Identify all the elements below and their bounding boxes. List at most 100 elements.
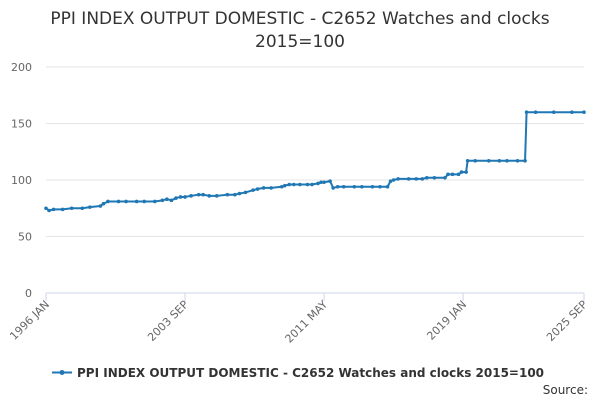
data-point[interactable] <box>160 198 165 203</box>
data-point[interactable] <box>101 201 106 206</box>
data-point[interactable] <box>570 110 574 114</box>
data-point[interactable] <box>44 206 48 211</box>
x-tick-label: 2019 JAN <box>424 298 469 343</box>
data-point[interactable] <box>456 172 461 177</box>
data-point[interactable] <box>214 194 219 198</box>
y-axis-ticks: 0 50 100 150 200 <box>11 61 32 300</box>
y-tick-label: 150 <box>11 118 32 131</box>
data-point[interactable] <box>243 190 248 195</box>
data-point[interactable] <box>305 182 310 187</box>
data-point[interactable] <box>551 110 556 114</box>
data-point[interactable] <box>464 170 468 174</box>
data-point[interactable] <box>486 158 491 163</box>
data-point[interactable] <box>396 177 400 181</box>
data-point[interactable] <box>51 207 56 212</box>
data-point[interactable] <box>523 158 527 163</box>
data-point[interactable] <box>116 199 121 204</box>
series-group <box>44 110 586 213</box>
legend-label[interactable]: PPI INDEX OUTPUT DOMESTIC - C2652 Watche… <box>77 366 544 380</box>
data-point[interactable] <box>432 175 437 180</box>
data-point[interactable] <box>420 177 425 181</box>
x-tick-label: 2011 MAY <box>283 298 331 346</box>
series-line-0[interactable] <box>45 111 584 212</box>
data-point[interactable] <box>69 206 74 211</box>
data-point[interactable] <box>388 179 393 183</box>
data-point[interactable] <box>269 186 273 190</box>
data-point[interactable] <box>465 158 470 163</box>
data-point[interactable] <box>98 204 103 208</box>
data-point[interactable] <box>292 182 296 187</box>
data-point[interactable] <box>443 175 447 180</box>
data-point[interactable] <box>425 175 429 180</box>
source-label: Source: <box>543 383 588 397</box>
data-point[interactable] <box>142 199 147 204</box>
data-point[interactable] <box>322 180 326 185</box>
data-point[interactable] <box>225 192 230 197</box>
data-point[interactable] <box>178 195 183 199</box>
data-point[interactable] <box>153 199 157 204</box>
data-point[interactable] <box>189 194 193 198</box>
chart-title-line-1: PPI INDEX OUTPUT DOMESTIC - C2652 Watche… <box>50 9 549 29</box>
data-point[interactable] <box>60 207 65 212</box>
data-point[interactable] <box>524 110 529 114</box>
data-point[interactable] <box>287 182 292 187</box>
data-point[interactable] <box>124 199 128 204</box>
data-point[interactable] <box>316 181 320 186</box>
data-point[interactable] <box>174 196 178 200</box>
data-point[interactable] <box>207 194 212 198</box>
x-tick-label: 2025 SEP <box>544 298 590 344</box>
data-point[interactable] <box>582 110 586 114</box>
data-point[interactable] <box>360 184 364 189</box>
data-point[interactable] <box>378 184 382 189</box>
data-point[interactable] <box>459 170 464 174</box>
legend-marker-symbol <box>59 370 65 375</box>
x-tick-label: 1996 JAN <box>7 298 52 343</box>
data-point[interactable] <box>505 158 509 163</box>
data-point[interactable] <box>446 172 450 177</box>
data-point[interactable] <box>450 172 455 177</box>
data-point[interactable] <box>341 184 346 189</box>
data-point[interactable] <box>352 184 357 189</box>
data-point[interactable] <box>497 158 502 163</box>
data-point[interactable] <box>406 177 411 181</box>
grid <box>46 66 584 294</box>
data-point[interactable] <box>473 158 477 163</box>
y-tick-label: 100 <box>11 174 32 187</box>
chart-title-line-2: 2015=100 <box>255 32 345 52</box>
data-point[interactable] <box>328 179 332 183</box>
data-point[interactable] <box>282 183 287 188</box>
data-point[interactable] <box>331 186 335 190</box>
data-point[interactable] <box>335 184 340 189</box>
data-point[interactable] <box>134 199 139 204</box>
legend[interactable]: PPI INDEX OUTPUT DOMESTIC - C2652 Watche… <box>52 366 544 380</box>
y-tick-label: 200 <box>11 61 32 74</box>
data-point[interactable] <box>183 195 187 199</box>
data-point[interactable] <box>169 198 174 203</box>
data-point[interactable] <box>319 180 323 185</box>
data-point[interactable] <box>515 158 520 163</box>
x-axis-ticks: 1996 JAN 2003 SEP 2011 MAY 2019 JAN 2025 SEP <box>7 293 590 346</box>
data-point[interactable] <box>298 182 302 187</box>
data-point[interactable] <box>47 208 51 213</box>
data-point[interactable] <box>391 178 396 182</box>
data-point[interactable] <box>251 188 255 192</box>
data-point[interactable] <box>233 192 237 197</box>
x-tick-label: 2003 SEP <box>145 298 191 344</box>
data-point[interactable] <box>414 177 419 181</box>
data-point[interactable] <box>261 186 266 190</box>
data-point[interactable] <box>385 184 390 189</box>
data-point[interactable] <box>106 199 110 204</box>
data-point[interactable] <box>237 191 242 196</box>
data-point[interactable] <box>80 206 85 211</box>
data-point[interactable] <box>533 110 538 114</box>
data-point[interactable] <box>201 192 205 197</box>
data-point[interactable] <box>88 205 92 209</box>
data-point[interactable] <box>370 184 375 189</box>
data-point[interactable] <box>255 187 260 191</box>
data-point[interactable] <box>165 197 169 202</box>
data-point[interactable] <box>196 192 201 197</box>
data-point[interactable] <box>279 184 284 189</box>
data-point[interactable] <box>310 182 314 187</box>
